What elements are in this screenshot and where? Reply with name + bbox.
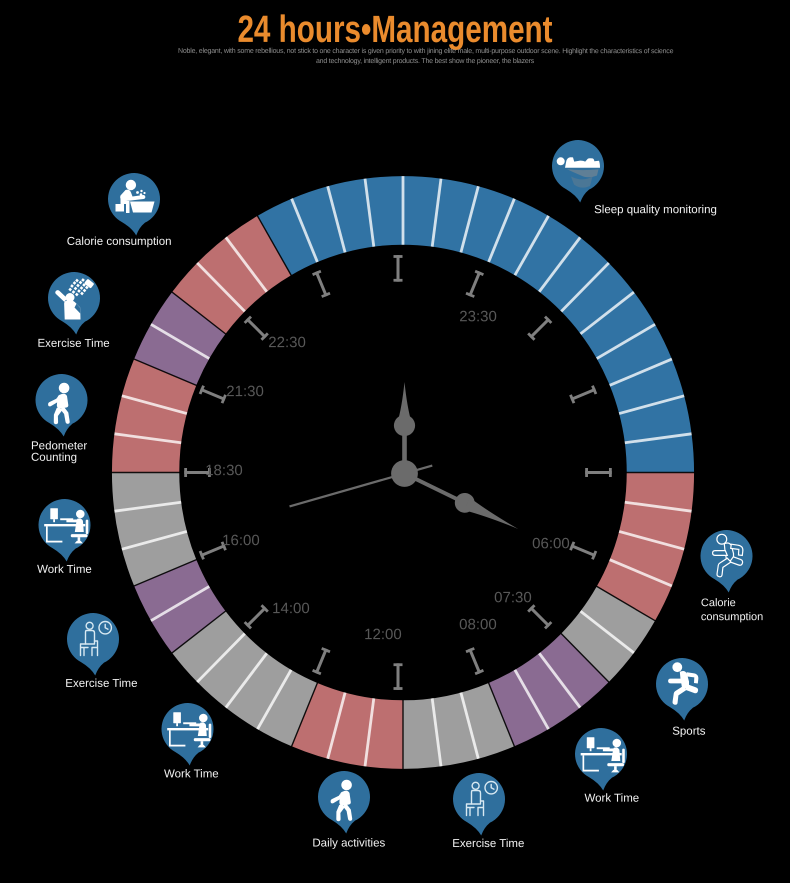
- svg-text:21:30: 21:30: [226, 383, 264, 400]
- svg-text:consumption: consumption: [701, 611, 763, 623]
- svg-text:Exercise Time: Exercise Time: [37, 338, 109, 350]
- svg-text:Work Time: Work Time: [37, 564, 92, 576]
- svg-text:23:30: 23:30: [459, 308, 497, 325]
- svg-text:Sleep quality monitoring: Sleep quality monitoring: [594, 204, 717, 216]
- svg-text:Pedometer: Pedometer: [31, 440, 87, 452]
- svg-text:22:30: 22:30: [268, 334, 306, 351]
- svg-text:Work Time: Work Time: [164, 768, 219, 780]
- svg-text:Calorie consumption: Calorie consumption: [67, 236, 172, 248]
- svg-text:14:00: 14:00: [272, 600, 310, 617]
- svg-text:06:00: 06:00: [532, 535, 570, 552]
- svg-text:Counting: Counting: [31, 452, 77, 464]
- svg-text:Exercise Time: Exercise Time: [452, 838, 524, 850]
- svg-text:Work Time: Work Time: [584, 793, 639, 805]
- svg-text:08:00: 08:00: [459, 616, 497, 633]
- svg-text:16:00: 16:00: [222, 532, 260, 549]
- svg-text:07:30: 07:30: [494, 589, 532, 606]
- svg-text:Daily activities: Daily activities: [312, 837, 385, 849]
- svg-text:12:00: 12:00: [364, 626, 402, 643]
- svg-text:Sports: Sports: [672, 726, 705, 738]
- svg-text:Calorie: Calorie: [701, 597, 736, 609]
- svg-text:Exercise Time: Exercise Time: [65, 678, 137, 690]
- svg-text:18:30: 18:30: [205, 462, 243, 479]
